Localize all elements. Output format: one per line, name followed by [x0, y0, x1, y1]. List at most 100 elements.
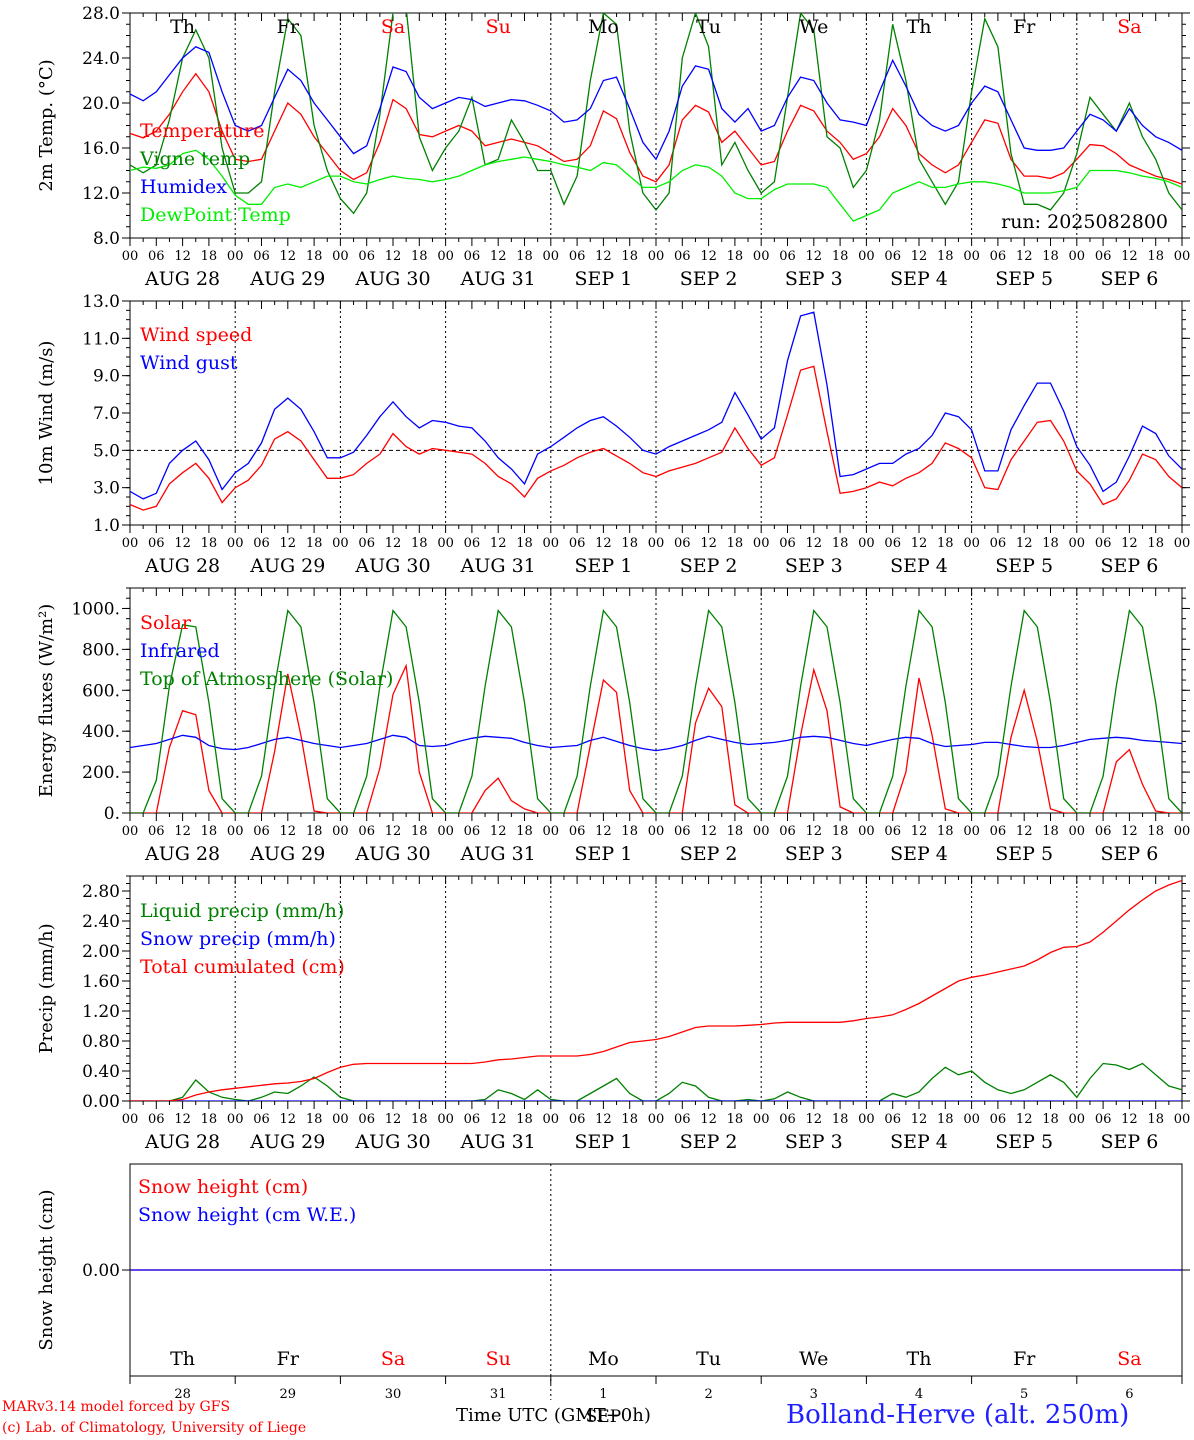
hour-label: 00: [858, 1112, 875, 1127]
hour-label: 12: [385, 824, 402, 839]
weekday-label: Tu: [696, 16, 721, 38]
date-label: AUG 31: [460, 268, 536, 290]
hour-label: 00: [543, 536, 560, 551]
hour-label: 00: [1069, 1112, 1086, 1127]
hour-label: 06: [884, 249, 901, 264]
y-tick-label: 0.: [104, 804, 120, 824]
hour-label: 12: [911, 536, 928, 551]
hour-label: 00: [963, 249, 980, 264]
hour-label: 18: [1147, 1112, 1164, 1127]
hour-label: 12: [174, 249, 191, 264]
hour-label: 00: [332, 824, 349, 839]
date-label: AUG 31: [460, 1131, 536, 1153]
legend-entry: Vigne temp: [139, 148, 250, 170]
hour-label: 00: [1174, 249, 1191, 264]
legend-entry: Snow height (cm W.E.): [138, 1204, 356, 1226]
lab-credit: (c) Lab. of Climatology, University of L…: [2, 1420, 307, 1436]
hour-label: 06: [358, 1112, 375, 1127]
hour-label: 00: [543, 824, 560, 839]
date-label: SEP 6: [1100, 268, 1158, 290]
hour-label: 00: [332, 536, 349, 551]
hour-label: 00: [1174, 824, 1191, 839]
weekday-label: Su: [486, 1348, 511, 1370]
day-number: 2: [704, 1387, 712, 1402]
hour-label: 06: [464, 536, 481, 551]
y-tick-label: 9.0: [93, 367, 120, 387]
weekday-label: Fr: [277, 1348, 300, 1370]
date-label: SEP 5: [995, 555, 1053, 577]
legend-entry: Total cumulated (cm): [140, 956, 345, 978]
weekday-label: Sa: [1117, 1348, 1141, 1370]
y-axis-label: Precip (mm/h): [36, 923, 57, 1053]
hour-label: 12: [911, 824, 928, 839]
date-label: AUG 28: [144, 1131, 220, 1153]
date-label: SEP 1: [574, 1131, 632, 1153]
legend-entry: Top of Atmosphere (Solar): [140, 668, 393, 690]
date-label: AUG 31: [460, 843, 536, 865]
hour-label: 18: [832, 824, 849, 839]
day-number: 5: [1020, 1387, 1028, 1402]
hour-label: 06: [253, 1112, 270, 1127]
hour-label: 00: [648, 249, 665, 264]
hour-label: 06: [674, 536, 691, 551]
hour-label: 00: [437, 1112, 454, 1127]
hour-label: 18: [516, 536, 533, 551]
day-number: 31: [490, 1387, 507, 1402]
hour-label: 12: [595, 1112, 612, 1127]
date-label: AUG 29: [249, 843, 325, 865]
hour-label: 18: [1147, 249, 1164, 264]
date-label: SEP 2: [680, 555, 738, 577]
hour-label: 12: [1121, 536, 1138, 551]
date-label: AUG 29: [249, 1131, 325, 1153]
hour-label: 06: [674, 824, 691, 839]
hour-label: 12: [385, 1112, 402, 1127]
hour-label: 06: [569, 536, 586, 551]
hour-label: 12: [911, 1112, 928, 1127]
legend-entry: Wind gust: [140, 352, 238, 374]
hour-label: 00: [1069, 824, 1086, 839]
hour-label: 00: [227, 536, 244, 551]
time-axis-title: Time UTC (GMT+0h): [456, 1405, 651, 1426]
run-label: run: 2025082800: [1001, 211, 1168, 233]
y-tick-label: 24.0: [82, 49, 120, 69]
hour-label: 06: [990, 536, 1007, 551]
y-tick-label: 20.0: [82, 94, 120, 114]
hour-label: 00: [648, 824, 665, 839]
series-line-0: [130, 1062, 1182, 1101]
weekday-label: Sa: [381, 16, 405, 38]
date-label: AUG 31: [460, 555, 536, 577]
hour-label: 06: [569, 824, 586, 839]
hour-label: 18: [832, 1112, 849, 1127]
date-label: SEP 3: [785, 555, 843, 577]
hour-label: 18: [201, 824, 218, 839]
hour-label: 18: [1042, 536, 1059, 551]
hour-label: 00: [1069, 249, 1086, 264]
legend-entry: Temperature: [140, 120, 264, 142]
hour-label: 00: [1174, 536, 1191, 551]
date-label: SEP 4: [890, 1131, 948, 1153]
station-name: Bolland-Herve (alt. 250m): [786, 1400, 1130, 1430]
hour-label: 06: [990, 1112, 1007, 1127]
hour-label: 12: [1016, 824, 1033, 839]
hour-label: 06: [674, 1112, 691, 1127]
hour-label: 06: [569, 249, 586, 264]
hour-label: 06: [464, 1112, 481, 1127]
hour-label: 18: [621, 536, 638, 551]
hour-label: 12: [385, 536, 402, 551]
model-credit: MARv3.14 model forced by GFS: [2, 1399, 231, 1415]
hour-label: 18: [937, 1112, 954, 1127]
hour-label: 12: [700, 824, 717, 839]
hour-label: 06: [148, 249, 165, 264]
date-label: SEP 3: [785, 268, 843, 290]
y-tick-label: 0.00: [82, 1261, 120, 1281]
weekday-label: Th: [170, 16, 195, 38]
series-line-1: [130, 734, 1182, 752]
hour-label: 06: [1095, 1112, 1112, 1127]
hour-label: 18: [201, 249, 218, 264]
series-line-0: [130, 72, 1182, 185]
weekday-label: Th: [907, 16, 932, 38]
legend-entry: Solar: [140, 612, 192, 634]
hour-label: 00: [1174, 1112, 1191, 1127]
date-label: AUG 28: [144, 268, 220, 290]
hour-label: 06: [464, 824, 481, 839]
